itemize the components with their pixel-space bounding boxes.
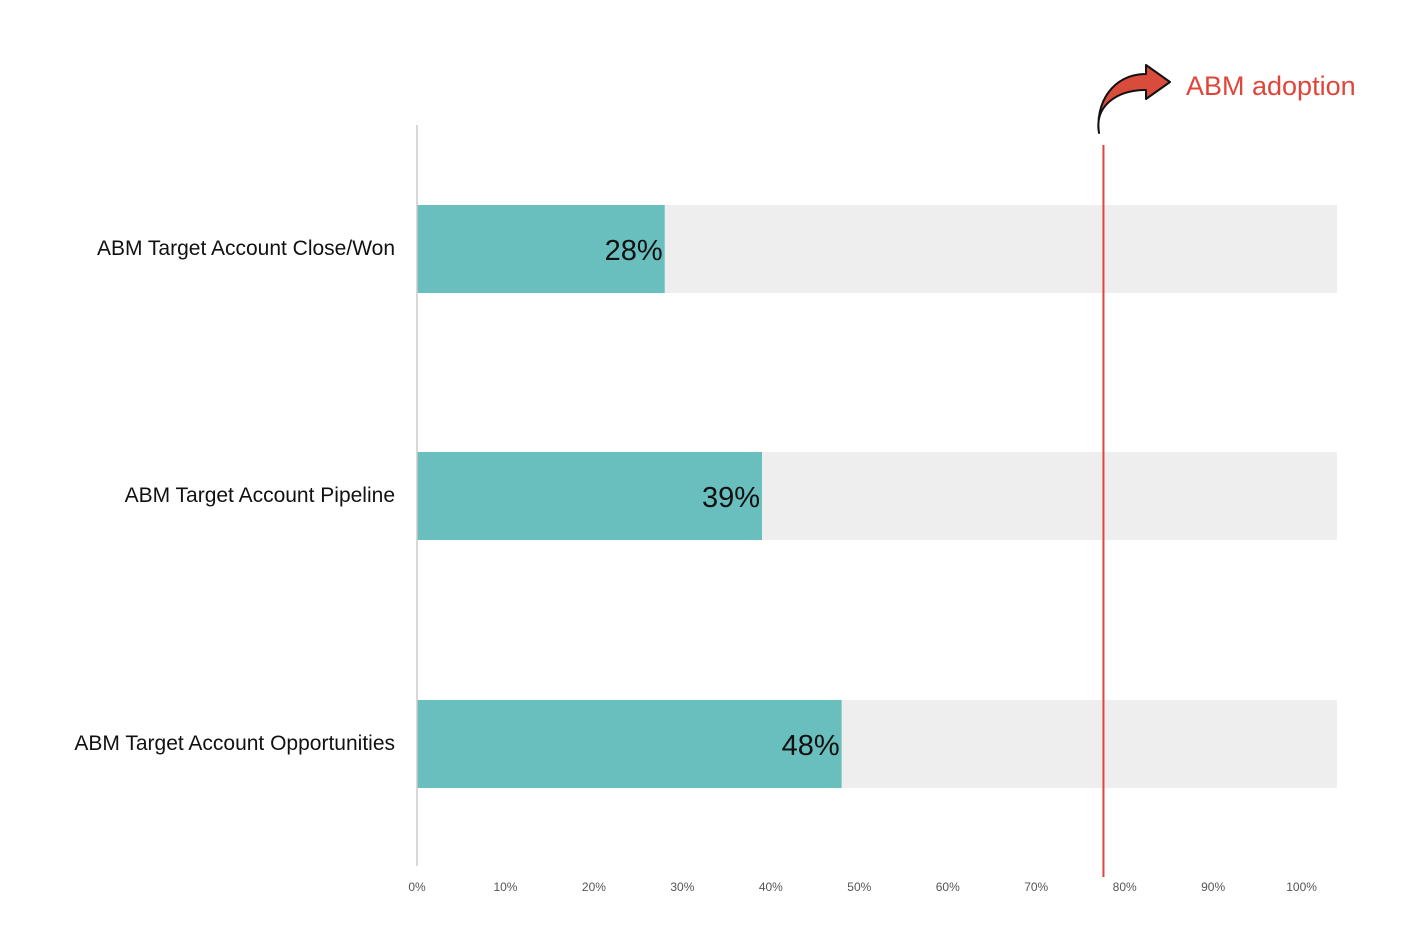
reference-label: ABM adoption bbox=[1186, 71, 1356, 101]
x-tick-label: 20% bbox=[582, 880, 606, 894]
x-tick-label: 0% bbox=[408, 880, 426, 894]
category-label: ABM Target Account Opportunities bbox=[74, 732, 395, 755]
x-tick-label: 70% bbox=[1024, 880, 1048, 894]
category-label: ABM Target Account Close/Won bbox=[97, 237, 395, 260]
x-tick-label: 80% bbox=[1113, 880, 1137, 894]
bar-value-label: 48% bbox=[782, 730, 840, 762]
bar bbox=[417, 452, 762, 540]
x-tick-label: 50% bbox=[847, 880, 871, 894]
x-tick-label: 90% bbox=[1201, 880, 1225, 894]
category-label: ABM Target Account Pipeline bbox=[125, 484, 395, 507]
bar-value-label: 28% bbox=[605, 235, 663, 267]
bar bbox=[417, 700, 842, 788]
bar-value-label: 39% bbox=[702, 482, 760, 514]
x-tick-label: 100% bbox=[1286, 880, 1317, 894]
x-tick-label: 40% bbox=[759, 880, 783, 894]
bar bbox=[417, 205, 665, 293]
arrow-shape bbox=[1097, 64, 1171, 134]
x-tick-label: 30% bbox=[670, 880, 694, 894]
x-tick-label: 10% bbox=[493, 880, 517, 894]
curved-arrow-icon bbox=[1097, 64, 1171, 134]
x-tick-label: 60% bbox=[936, 880, 960, 894]
